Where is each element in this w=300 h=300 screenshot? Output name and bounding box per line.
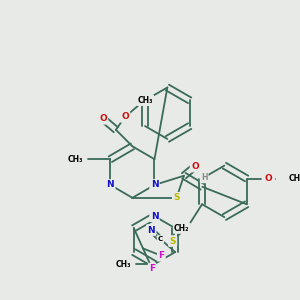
Text: O: O [191, 162, 199, 171]
Text: O: O [121, 112, 129, 122]
Text: CH₃: CH₃ [68, 155, 83, 164]
Text: S: S [173, 193, 180, 202]
Text: O: O [99, 114, 107, 123]
Text: S: S [169, 236, 176, 245]
Text: N: N [148, 226, 155, 235]
Text: C: C [158, 236, 163, 242]
Text: CH₃: CH₃ [116, 260, 131, 268]
Text: F: F [149, 264, 155, 273]
Text: N: N [151, 180, 158, 189]
Text: CH₃: CH₃ [289, 174, 300, 183]
Text: H: H [201, 173, 207, 182]
Text: F: F [158, 251, 164, 260]
Text: O: O [265, 174, 273, 183]
Text: CH₃: CH₃ [137, 96, 153, 105]
Text: N: N [151, 212, 158, 221]
Text: N: N [106, 180, 114, 189]
Text: CH₂: CH₂ [174, 224, 190, 233]
